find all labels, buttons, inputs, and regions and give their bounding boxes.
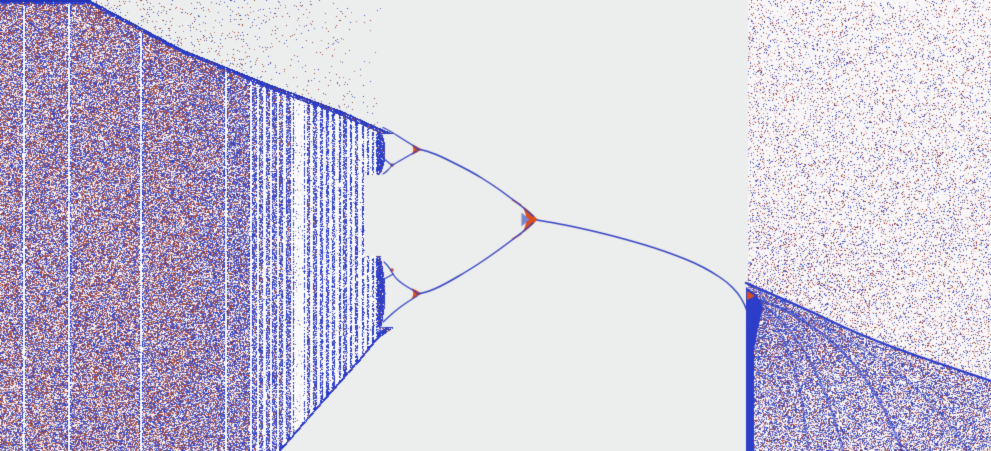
bifurcation-diagram	[0, 0, 991, 451]
bifurcation-plot-canvas	[0, 0, 991, 451]
